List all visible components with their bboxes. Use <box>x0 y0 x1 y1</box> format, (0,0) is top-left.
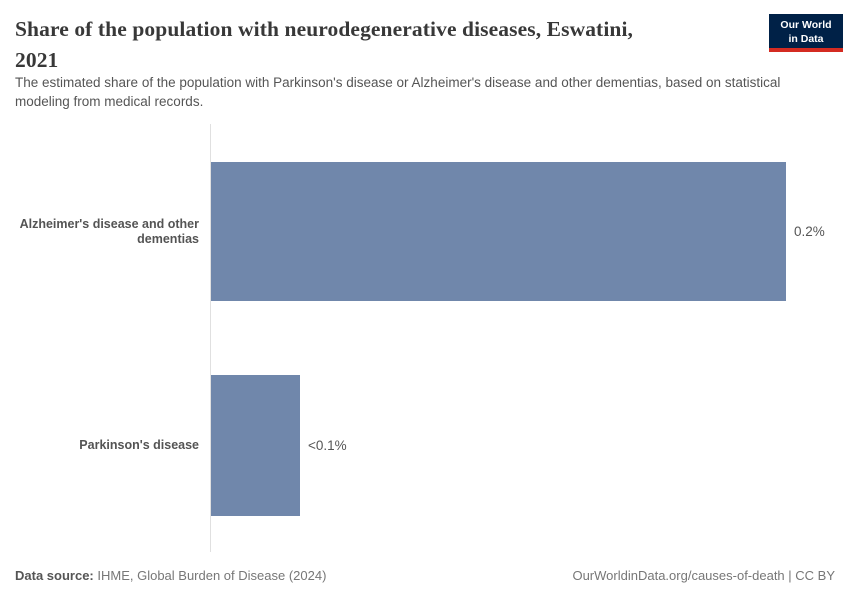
category-label-text: Alzheimer's disease and other dementias <box>19 217 199 246</box>
data-source-label: Data source: <box>15 568 94 583</box>
owid-logo-line-1: Our World <box>780 19 832 31</box>
page-title-line-1: Share of the population with neurodegene… <box>15 17 633 41</box>
data-source-text: IHME, Global Burden of Disease (2024) <box>93 568 327 583</box>
bar-wrap-parkinsons: <0.1% <box>211 375 850 516</box>
y-axis-line <box>210 124 211 552</box>
owid-logo[interactable]: Our World in Data <box>769 14 843 52</box>
bar-parkinsons[interactable] <box>211 375 300 516</box>
owid-logo-line-2: in Data <box>788 33 824 45</box>
bar-row-parkinsons: Parkinson's disease <0.1% <box>0 375 850 516</box>
category-label-alzheimers: Alzheimer's disease and other dementias <box>0 162 205 301</box>
category-label-parkinsons: Parkinson's disease <box>0 375 205 516</box>
value-label-parkinsons: <0.1% <box>308 438 347 453</box>
chart-footer: Data source: IHME, Global Burden of Dise… <box>15 568 835 583</box>
page-title: Share of the population with neurodegene… <box>15 14 715 76</box>
page-title-line-2: 2021 <box>15 48 59 72</box>
data-source-note: Data source: IHME, Global Burden of Dise… <box>15 568 326 583</box>
bar-wrap-alzheimers: 0.2% <box>211 162 850 301</box>
category-label-text: Parkinson's disease <box>79 438 199 453</box>
bar-alzheimers[interactable] <box>211 162 786 301</box>
chart-subtitle: The estimated share of the population wi… <box>15 75 781 109</box>
bar-row-alzheimers: Alzheimer's disease and other dementias … <box>0 162 850 301</box>
credit-link[interactable]: OurWorldinData.org/causes-of-death | CC … <box>572 568 835 583</box>
value-label-alzheimers: 0.2% <box>794 224 825 239</box>
